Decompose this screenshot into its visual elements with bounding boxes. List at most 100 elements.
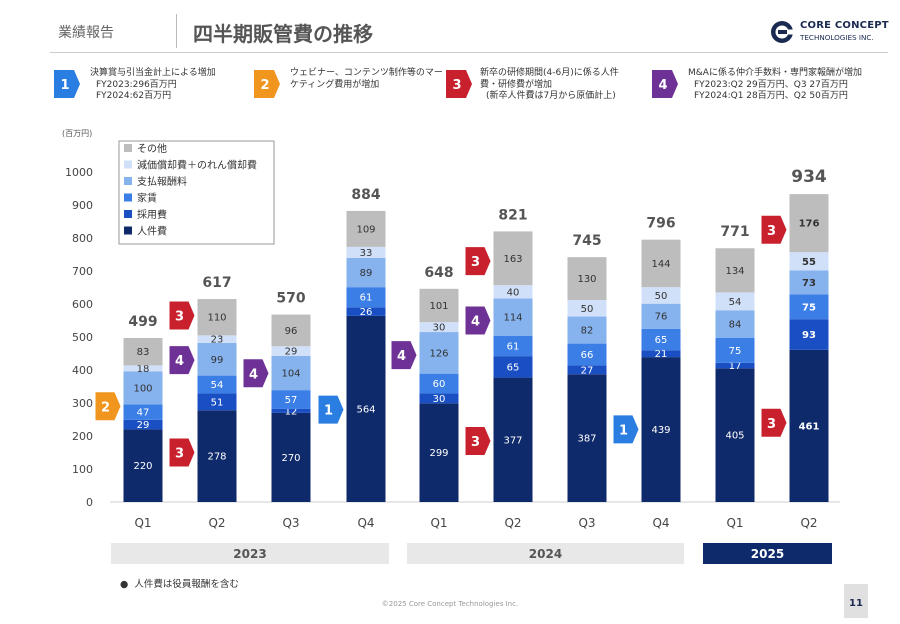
bar-value-label: 61 <box>507 342 520 353</box>
bar-value-label: 299 <box>429 448 448 459</box>
bar-value-label: 65 <box>655 335 668 346</box>
bar-segment-1 <box>197 410 237 502</box>
bar-value-label: 114 <box>503 313 522 324</box>
year-label: 2023 <box>233 547 266 561</box>
x-tick-label: Q1 <box>430 516 447 530</box>
bar-value-label: 461 <box>799 421 820 432</box>
callout-badge-icon <box>169 346 195 375</box>
bar-segment-3 <box>419 373 459 394</box>
bar-total-label: 821 <box>498 207 527 223</box>
note-4-line-1: M&Aに係る仲介手数料・専門家報酬が増加 <box>688 68 862 78</box>
bar-segment-2 <box>123 419 163 430</box>
callout-number: 3 <box>175 447 184 462</box>
year-band <box>407 543 684 564</box>
bar-segment-6 <box>493 231 533 286</box>
callout-number: 3 <box>471 255 480 270</box>
bar-value-label: 82 <box>581 326 594 337</box>
bar-value-label: 73 <box>802 278 816 289</box>
bar-segment-1 <box>641 357 681 502</box>
bar-segment-1 <box>419 403 459 502</box>
note-2-line-2: ケティング費用が増加 <box>290 79 380 90</box>
bar-value-label: 84 <box>729 320 742 331</box>
bar-value-label: 110 <box>207 313 226 324</box>
y-tick-label: 600 <box>72 298 93 311</box>
bar-value-label: 270 <box>281 453 300 464</box>
bar-segment-4 <box>419 332 459 374</box>
bar-segment-1 <box>271 412 311 502</box>
bar-total-label: 745 <box>572 233 601 249</box>
bar-segment-1 <box>715 368 755 502</box>
y-tick-label: 900 <box>72 199 93 212</box>
callout-number: 3 <box>767 224 776 239</box>
copyright: ©2025 Core Concept Technologies Inc. <box>381 600 519 608</box>
legend-swatch <box>124 193 132 202</box>
year-band <box>703 543 832 564</box>
bar-value-label: 130 <box>577 274 596 285</box>
bar-segment-4 <box>346 257 386 288</box>
bar-segment-4 <box>271 355 311 391</box>
callout-badge-icon <box>613 415 639 444</box>
bar-total-label: 934 <box>791 167 827 187</box>
x-tick-label: Q2 <box>208 516 225 530</box>
bar-segment-1 <box>493 377 533 502</box>
callout-badge-icon <box>761 215 787 244</box>
bar-value-label: 109 <box>356 224 375 235</box>
bar-value-label: 439 <box>651 425 670 436</box>
bar-segment-6 <box>641 239 681 288</box>
bar-value-label: 30 <box>433 394 446 405</box>
bar-value-label: 66 <box>581 350 594 361</box>
callout-number: 4 <box>249 367 258 382</box>
y-tick-label: 1000 <box>65 166 93 179</box>
y-tick-label: 0 <box>86 496 93 509</box>
bar-value-label: 100 <box>133 383 152 394</box>
callout-number: 1 <box>619 423 628 438</box>
bar-segment-1 <box>123 429 163 502</box>
bar-value-label: 30 <box>433 323 446 334</box>
bar-segment-4 <box>123 371 163 405</box>
y-tick-label: 700 <box>72 265 93 278</box>
legend-swatch <box>124 144 132 152</box>
x-tick-label: Q3 <box>578 516 595 530</box>
note-1-line-1: 決算賞与引当金計上による増加 <box>90 68 216 78</box>
bar-value-label: 12 <box>285 406 298 417</box>
legend-label: その他 <box>137 142 167 155</box>
bar-value-label: 60 <box>433 379 446 390</box>
bar-segment-5 <box>641 287 681 304</box>
bar-segment-3 <box>123 404 163 420</box>
bar-segment-3 <box>715 337 755 363</box>
callout-badge-icon <box>243 359 269 388</box>
bar-segment-5 <box>567 300 607 317</box>
year-label: 2024 <box>529 547 562 561</box>
bar-total-label: 499 <box>128 314 157 330</box>
year-band <box>111 543 389 564</box>
footnote: ● 人件費は役員報酬を含む <box>120 579 239 590</box>
bar-segment-5 <box>789 252 829 271</box>
bar-segment-2 <box>567 365 607 375</box>
svg-text:2: 2 <box>260 78 269 93</box>
bar-segment-6 <box>789 194 829 253</box>
legend-swatch <box>124 160 132 169</box>
x-tick-label: Q3 <box>282 516 299 530</box>
bar-value-label: 75 <box>802 302 816 313</box>
svg-text:4: 4 <box>658 78 667 93</box>
note-1-badge-icon: 1 <box>54 70 80 98</box>
year-label: 2025 <box>751 547 784 561</box>
bar-segment-6 <box>567 257 607 301</box>
bar-value-label: 54 <box>211 380 224 391</box>
bar-segment-5 <box>123 365 163 372</box>
legend-label: 採用費 <box>137 208 167 221</box>
callout-badge-icon <box>465 247 491 276</box>
note-3-text: 新卒の研修期間(4-6月)に係る人件 費・研修費が増加 (新卒人件費は7月から原… <box>480 68 619 103</box>
logo-text-line1: CORE CONCEPT <box>800 20 889 31</box>
callout-badge-icon <box>465 426 491 455</box>
bar-segment-1 <box>789 349 829 502</box>
bar-segment-2 <box>197 393 237 411</box>
x-tick-label: Q4 <box>652 516 669 530</box>
bar-value-label: 176 <box>799 219 820 230</box>
bar-value-label: 27 <box>581 365 594 376</box>
bar-value-label: 96 <box>285 326 298 337</box>
y-tick-label: 800 <box>72 232 93 245</box>
legend-swatch <box>124 177 132 185</box>
company-logo: CORE CONCEPT TECHNOLOGIES INC. <box>770 18 890 48</box>
header-rule <box>50 52 888 53</box>
